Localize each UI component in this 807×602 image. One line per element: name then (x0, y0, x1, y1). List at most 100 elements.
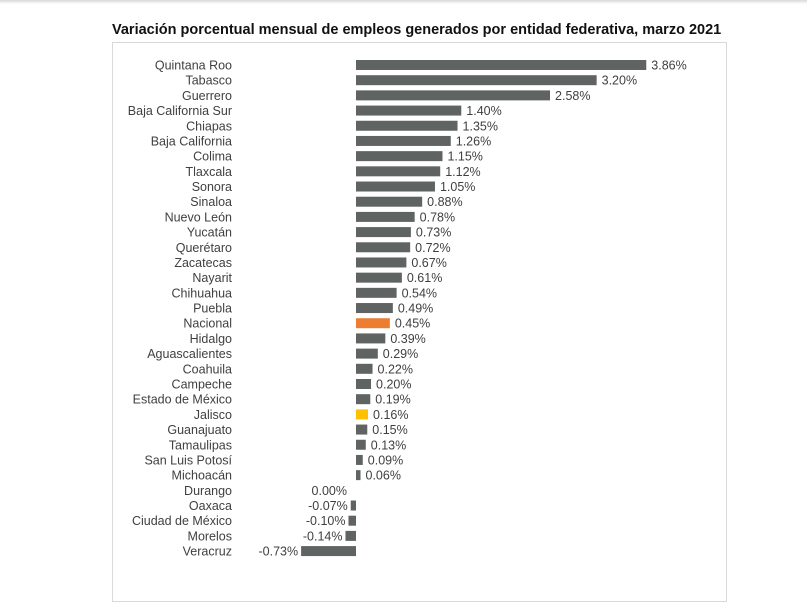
category-label: Zacatecas (174, 256, 232, 270)
data-label: 0.22% (378, 362, 413, 376)
category-label: Oaxaca (189, 499, 232, 513)
data-label: 1.26% (456, 134, 491, 148)
data-label: 0.13% (371, 438, 406, 452)
data-label: 0.61% (407, 271, 442, 285)
data-label: 3.20% (602, 74, 637, 88)
data-label: 0.45% (395, 317, 430, 331)
bar (356, 227, 411, 238)
category-label: Tamaulipas (169, 438, 232, 452)
bar (356, 60, 647, 70)
bar (356, 75, 597, 86)
category-label: Sonora (192, 180, 232, 194)
bar (356, 196, 423, 207)
bar (356, 303, 393, 314)
category-label: Ciudad de México (132, 514, 232, 528)
data-label: 1.35% (463, 119, 498, 133)
bar (345, 530, 356, 541)
category-label: Chiapas (186, 119, 232, 133)
bar (356, 242, 411, 253)
data-label: 0.88% (427, 195, 462, 209)
data-label: -0.14% (303, 529, 343, 543)
bar (356, 454, 363, 465)
category-label: Veracruz (183, 545, 232, 559)
data-label: 0.49% (398, 302, 433, 316)
category-label: Yucatán (187, 226, 232, 240)
data-label: -0.07% (308, 499, 348, 513)
data-label: 0.09% (368, 453, 403, 467)
data-label: 0.54% (402, 286, 437, 300)
bar-chart: Quintana Roo 3.86% Tabasco 3.20% Guerrero 2.5… (128, 59, 687, 559)
category-label: Baja California Sur (128, 104, 232, 118)
bar (356, 409, 369, 420)
category-label: Tabasco (185, 74, 232, 88)
data-label: 2.58% (555, 89, 590, 103)
category-label: Coahuila (183, 362, 232, 376)
bar (301, 546, 356, 557)
data-label: 0.39% (390, 332, 425, 346)
data-label: 0.19% (375, 393, 410, 407)
bar (356, 348, 378, 359)
data-label: 0.15% (372, 423, 407, 437)
category-label: Estado de México (133, 393, 232, 407)
top-shadow (0, 0, 807, 4)
bar (356, 333, 386, 344)
bar (356, 470, 361, 481)
bar (356, 135, 451, 146)
category-label: San Luis Potosí (144, 453, 232, 467)
bar (356, 439, 366, 450)
bar (356, 120, 458, 131)
chart-title: Variación porcentual mensual de empleos … (112, 22, 722, 38)
category-label: Quintana Roo (155, 59, 232, 73)
bar (356, 378, 372, 389)
category-label: Puebla (193, 302, 232, 316)
bar (350, 500, 356, 511)
data-label: 0.78% (420, 210, 455, 224)
category-label: Jalisco (194, 408, 232, 422)
data-label: 0.67% (411, 256, 446, 270)
data-label: 0.00% (312, 484, 347, 498)
category-label: Nuevo León (165, 210, 232, 224)
category-label: Sinaloa (190, 195, 232, 209)
bar (356, 424, 368, 435)
data-label: 1.15% (447, 150, 482, 164)
category-label: Guanajuato (167, 423, 232, 437)
category-label: Tlaxcala (185, 165, 232, 179)
category-label: Querétaro (176, 241, 232, 255)
bar (356, 105, 462, 116)
category-label: Baja California (151, 134, 232, 148)
category-label: Chihuahua (172, 286, 233, 300)
category-label: Campeche (172, 377, 232, 391)
category-label: Guerrero (182, 89, 232, 103)
bar (356, 394, 371, 405)
bar (356, 166, 441, 177)
bar (356, 287, 397, 298)
data-label: 1.12% (445, 165, 480, 179)
bar (356, 211, 415, 222)
bar (348, 515, 356, 526)
category-label: Aguascalientes (147, 347, 232, 361)
data-label: 3.86% (651, 59, 686, 73)
data-label: 0.16% (373, 408, 408, 422)
data-label: -0.10% (306, 514, 346, 528)
data-label: 1.40% (466, 104, 501, 118)
data-label: 0.06% (366, 469, 401, 483)
category-label: Colima (193, 150, 232, 164)
bar (356, 181, 435, 192)
bar (356, 257, 407, 268)
data-label: 0.72% (415, 241, 450, 255)
data-label: -0.73% (258, 545, 298, 559)
data-label: 1.05% (440, 180, 475, 194)
data-label: 0.29% (383, 347, 418, 361)
data-label: 0.73% (416, 226, 451, 240)
bar (356, 363, 373, 374)
category-label: Morelos (188, 529, 232, 543)
category-label: Nayarit (192, 271, 232, 285)
category-label: Hidalgo (190, 332, 232, 346)
bar (356, 272, 402, 283)
data-label: 0.20% (376, 377, 411, 391)
category-label: Michoacán (172, 469, 232, 483)
bar (356, 151, 443, 162)
bar (356, 318, 390, 329)
category-label: Durango (184, 484, 232, 498)
bar (356, 90, 551, 101)
